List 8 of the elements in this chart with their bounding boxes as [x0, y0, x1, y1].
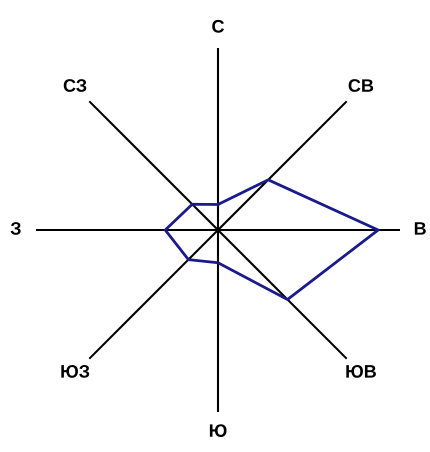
spoke-label: СВ: [348, 79, 374, 92]
spoke-label: В: [414, 222, 426, 235]
spoke-label: ЮЗ: [61, 364, 90, 378]
spoke-label: СЗ: [64, 79, 86, 92]
spoke-label: З: [10, 222, 21, 235]
spoke-label: ЮВ: [346, 364, 376, 378]
spoke-label: С: [212, 20, 224, 33]
spoke-label: Ю: [210, 424, 227, 437]
